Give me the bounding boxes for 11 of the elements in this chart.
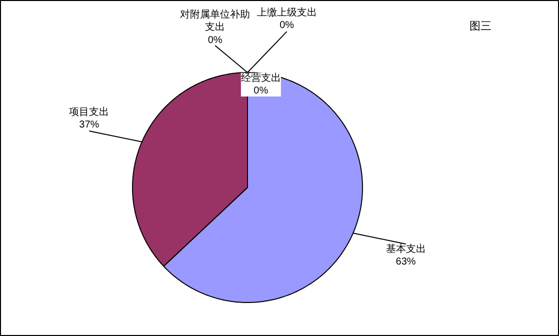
text: 0% xyxy=(254,86,268,97)
category-label: 上缴上级支出 xyxy=(256,8,317,19)
text: 0% xyxy=(208,34,222,46)
data-label: 37% xyxy=(79,120,100,131)
text: 0% xyxy=(280,20,294,32)
data-label: 63% xyxy=(396,256,416,268)
slice-label: 基本支出 xyxy=(386,243,426,256)
category-label: 经营支出 xyxy=(240,72,281,84)
category-label: 对附属单位补助支出 xyxy=(180,9,250,34)
text: 图三 xyxy=(470,20,492,32)
slice-label: 项目支出 xyxy=(69,106,110,118)
